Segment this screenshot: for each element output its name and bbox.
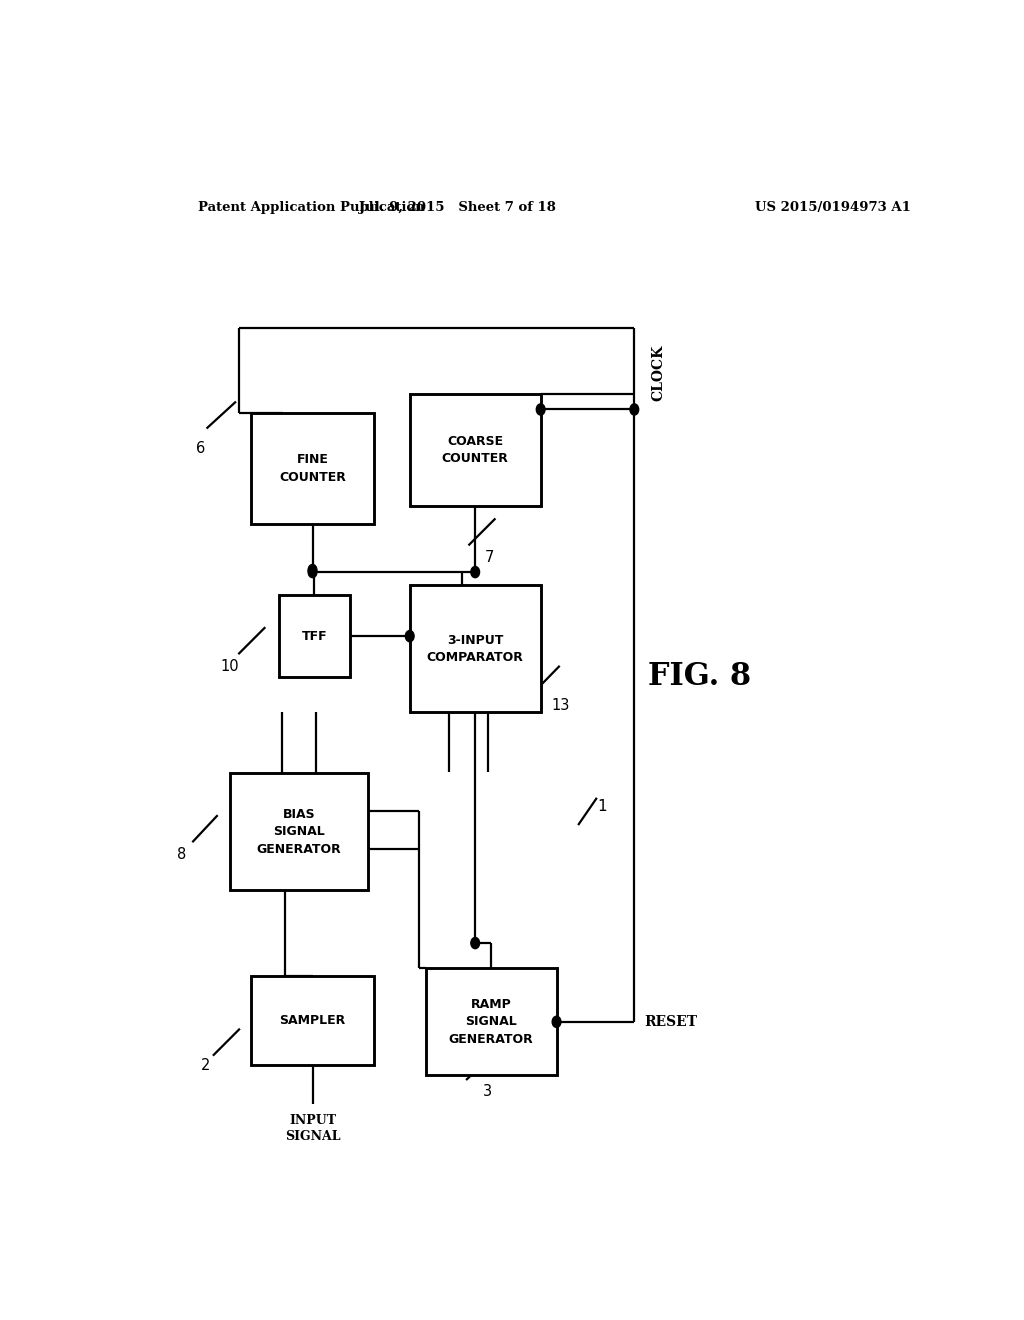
Text: BIAS
SIGNAL
GENERATOR: BIAS SIGNAL GENERATOR [257, 808, 341, 855]
Circle shape [406, 631, 414, 642]
Text: INPUT
SIGNAL: INPUT SIGNAL [285, 1114, 340, 1143]
Bar [410, 585, 541, 713]
Text: US 2015/0194973 A1: US 2015/0194973 A1 [755, 201, 910, 214]
Text: 2: 2 [201, 1057, 211, 1073]
Bar [426, 969, 557, 1076]
Text: FINE
COUNTER: FINE COUNTER [280, 453, 346, 483]
Text: FIG. 8: FIG. 8 [648, 661, 751, 692]
Text: CLOCK: CLOCK [652, 345, 666, 401]
Circle shape [471, 566, 479, 578]
Circle shape [308, 566, 316, 578]
Text: 13: 13 [551, 698, 569, 713]
Circle shape [552, 1016, 561, 1027]
Text: RESET: RESET [644, 1015, 697, 1028]
Text: Patent Application Publication: Patent Application Publication [198, 201, 425, 214]
Text: 10: 10 [220, 659, 239, 675]
Circle shape [471, 937, 479, 949]
Bar [251, 975, 374, 1065]
Circle shape [537, 404, 545, 414]
Text: COARSE
COUNTER: COARSE COUNTER [441, 434, 509, 466]
Text: 3: 3 [483, 1084, 493, 1100]
Bar [279, 595, 350, 677]
Circle shape [308, 565, 316, 576]
Text: SAMPLER: SAMPLER [280, 1014, 346, 1027]
Bar [251, 413, 374, 524]
Text: 3-INPUT
COMPARATOR: 3-INPUT COMPARATOR [427, 634, 523, 664]
Circle shape [630, 404, 639, 414]
Bar [410, 395, 541, 506]
Text: 7: 7 [484, 550, 494, 565]
Bar [229, 774, 369, 890]
Text: Jul. 9, 2015   Sheet 7 of 18: Jul. 9, 2015 Sheet 7 of 18 [358, 201, 556, 214]
Text: 8: 8 [177, 847, 186, 862]
Text: 6: 6 [197, 441, 206, 455]
Text: 1: 1 [598, 800, 607, 814]
Text: TFF: TFF [302, 630, 328, 643]
Text: RAMP
SIGNAL
GENERATOR: RAMP SIGNAL GENERATOR [449, 998, 534, 1045]
